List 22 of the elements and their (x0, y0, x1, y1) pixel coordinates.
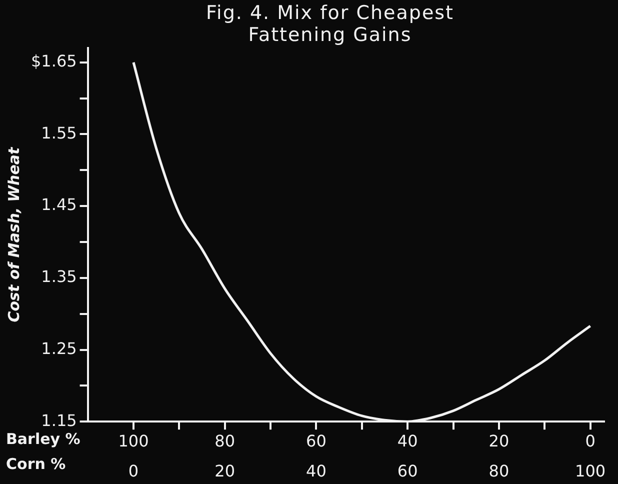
x2-tick-label: 0 (128, 462, 139, 481)
x-tick-label: 20 (488, 431, 510, 450)
chart-title: Fig. 4. Mix for Cheapest Fattening Gains (205, 2, 455, 46)
x-tick-label: 0 (585, 431, 596, 450)
y-tick-label: 1.25 (41, 338, 77, 358)
x2-tick-label: 60 (397, 462, 418, 481)
x2-tick-label: 40 (306, 462, 326, 481)
y-axis-title: Cost of Mash, Wheat (4, 146, 23, 322)
y-tick-label: $1.65 (30, 52, 77, 71)
y-tick-label: 1.45 (41, 195, 77, 214)
x2-tick-label: 100 (575, 462, 606, 481)
x-tick-label: 60 (306, 431, 326, 450)
x-axis-title: Barley % (6, 430, 80, 448)
x2-tick-label: 80 (488, 462, 510, 481)
y-tick-label: 1.35 (41, 267, 77, 286)
x-tick-label: 100 (118, 431, 149, 450)
y-tick-label: 1.15 (41, 410, 77, 430)
y-tick-label: 1.55 (41, 123, 77, 142)
x2-axis-title: Corn % (6, 455, 66, 474)
x-tick-label: 80 (214, 431, 236, 450)
x-tick-label: 40 (397, 431, 418, 450)
x2-tick-label: 20 (214, 462, 236, 481)
